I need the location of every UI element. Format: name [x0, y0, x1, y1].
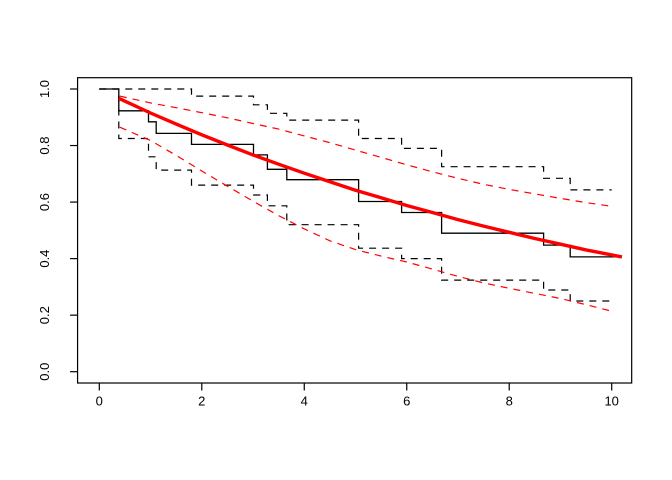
x-tick-label: 8: [506, 394, 513, 409]
y-tick-label: 0.6: [37, 193, 52, 211]
fit-ci-lower: [119, 126, 612, 312]
x-tick-label: 10: [604, 394, 618, 409]
exponential-fit: [118, 96, 623, 259]
fit-ci-upper: [119, 95, 612, 207]
y-tick-label: 0.8: [37, 137, 52, 155]
km-ci-upper: [99, 88, 612, 191]
x-tick-label: 2: [198, 394, 205, 409]
x-tick-label: 6: [403, 394, 410, 409]
x-tick-label: 4: [301, 394, 308, 409]
x-tick-label: 0: [96, 394, 103, 409]
plot-box: [76, 77, 633, 384]
y-tick-label: 1.0: [37, 80, 52, 98]
y-tick-label: 0.4: [37, 250, 52, 268]
km-estimate: [99, 88, 622, 258]
y-tick-label: 0.0: [37, 363, 52, 381]
km-ci-lower: [99, 88, 612, 302]
y-tick-label: 0.2: [37, 306, 52, 324]
